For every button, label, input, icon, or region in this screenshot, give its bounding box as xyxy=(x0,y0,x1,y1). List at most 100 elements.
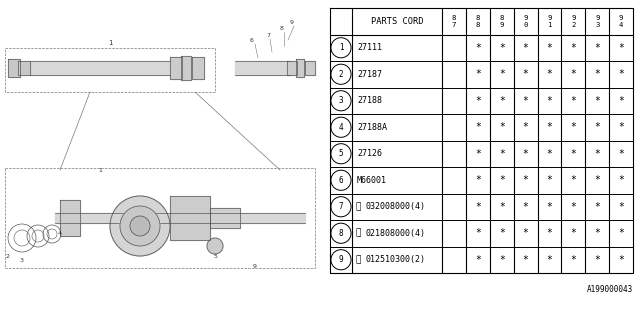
Text: *: * xyxy=(618,122,624,132)
Text: *: * xyxy=(499,43,504,53)
Text: 0: 0 xyxy=(524,22,528,28)
Text: *: * xyxy=(499,228,504,238)
Text: *: * xyxy=(523,202,529,212)
Bar xyxy=(5,168,315,268)
Text: *: * xyxy=(523,228,529,238)
Text: 3: 3 xyxy=(20,258,24,263)
Text: A199000043: A199000043 xyxy=(587,285,633,294)
Text: 1: 1 xyxy=(108,40,112,46)
Text: 8: 8 xyxy=(476,15,480,21)
Text: *: * xyxy=(570,96,576,106)
Text: 4: 4 xyxy=(339,123,343,132)
Circle shape xyxy=(120,206,160,246)
Text: *: * xyxy=(618,202,624,212)
Text: *: * xyxy=(547,69,552,79)
Text: *: * xyxy=(595,122,600,132)
Text: *: * xyxy=(499,255,504,265)
Text: 27188A: 27188A xyxy=(357,123,387,132)
Text: *: * xyxy=(523,96,529,106)
Text: 9: 9 xyxy=(253,264,257,269)
Text: 9: 9 xyxy=(547,15,552,21)
Text: *: * xyxy=(618,228,624,238)
Text: 9: 9 xyxy=(524,15,528,21)
Text: 6: 6 xyxy=(339,176,343,185)
Text: *: * xyxy=(547,175,552,185)
Text: *: * xyxy=(475,228,481,238)
Text: 8: 8 xyxy=(476,22,480,28)
Text: *: * xyxy=(595,175,600,185)
Text: *: * xyxy=(523,175,529,185)
Text: *: * xyxy=(570,43,576,53)
Text: *: * xyxy=(499,175,504,185)
Text: *: * xyxy=(547,149,552,159)
Text: 27126: 27126 xyxy=(357,149,382,158)
Text: *: * xyxy=(475,43,481,53)
Text: 1: 1 xyxy=(98,168,102,173)
Text: *: * xyxy=(618,69,624,79)
Text: *: * xyxy=(475,69,481,79)
Text: *: * xyxy=(595,69,600,79)
Text: 8: 8 xyxy=(452,15,456,21)
Text: 7: 7 xyxy=(339,202,343,211)
Text: *: * xyxy=(547,96,552,106)
Text: *: * xyxy=(570,149,576,159)
Text: Ⓥ: Ⓥ xyxy=(355,202,360,211)
Text: 8: 8 xyxy=(280,26,284,31)
Text: 032008000(4): 032008000(4) xyxy=(365,202,425,211)
Text: *: * xyxy=(499,202,504,212)
Text: *: * xyxy=(523,43,529,53)
Text: 8: 8 xyxy=(339,229,343,238)
Text: 4: 4 xyxy=(58,231,62,236)
Text: *: * xyxy=(595,149,600,159)
Text: 27187: 27187 xyxy=(357,70,382,79)
Text: 9: 9 xyxy=(619,15,623,21)
Text: 9: 9 xyxy=(339,255,343,264)
Text: *: * xyxy=(475,149,481,159)
Text: PARTS CORD: PARTS CORD xyxy=(371,17,423,26)
Circle shape xyxy=(207,238,223,254)
Text: 021808000(4): 021808000(4) xyxy=(365,229,425,238)
Text: 27188: 27188 xyxy=(357,96,382,105)
Text: *: * xyxy=(595,255,600,265)
Text: 3: 3 xyxy=(595,22,600,28)
Text: *: * xyxy=(570,122,576,132)
Text: 2: 2 xyxy=(339,70,343,79)
Text: *: * xyxy=(570,69,576,79)
Text: 2: 2 xyxy=(571,22,575,28)
Text: *: * xyxy=(547,228,552,238)
Text: 2: 2 xyxy=(6,254,10,259)
Circle shape xyxy=(110,196,170,256)
Text: 012510300(2): 012510300(2) xyxy=(365,255,425,264)
Text: 1: 1 xyxy=(547,22,552,28)
Text: *: * xyxy=(499,149,504,159)
Text: *: * xyxy=(618,43,624,53)
Text: 6: 6 xyxy=(250,38,254,43)
Text: *: * xyxy=(523,149,529,159)
Text: *: * xyxy=(475,122,481,132)
Text: *: * xyxy=(475,255,481,265)
Text: 7: 7 xyxy=(452,22,456,28)
Text: 8: 8 xyxy=(499,15,504,21)
Text: *: * xyxy=(547,43,552,53)
Text: *: * xyxy=(570,175,576,185)
Text: *: * xyxy=(547,122,552,132)
Text: 9: 9 xyxy=(499,22,504,28)
Text: *: * xyxy=(570,202,576,212)
Text: M66001: M66001 xyxy=(357,176,387,185)
Text: 4: 4 xyxy=(619,22,623,28)
Text: *: * xyxy=(618,255,624,265)
Text: *: * xyxy=(595,96,600,106)
Text: 5: 5 xyxy=(339,149,343,158)
Text: 7: 7 xyxy=(266,33,270,38)
Text: *: * xyxy=(595,228,600,238)
Text: *: * xyxy=(618,96,624,106)
Text: *: * xyxy=(523,122,529,132)
Circle shape xyxy=(130,216,150,236)
Text: *: * xyxy=(475,96,481,106)
Text: 3: 3 xyxy=(339,96,343,105)
Text: 27111: 27111 xyxy=(357,43,382,52)
Text: *: * xyxy=(547,202,552,212)
Text: *: * xyxy=(499,122,504,132)
Text: *: * xyxy=(595,202,600,212)
Text: *: * xyxy=(570,255,576,265)
